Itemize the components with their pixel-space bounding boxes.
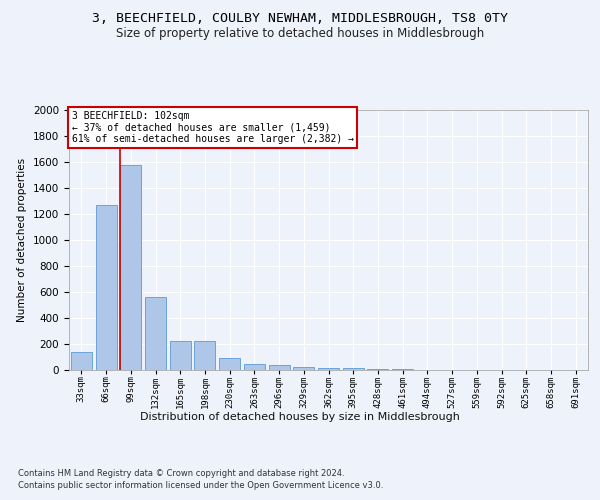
Bar: [120, 164, 141, 370]
Y-axis label: Number of detached properties: Number of detached properties: [17, 158, 28, 322]
Bar: [170, 342, 191, 370]
Bar: [343, 368, 364, 370]
Bar: [71, 352, 92, 370]
Text: 3, BEECHFIELD, COULBY NEWHAM, MIDDLESBROUGH, TS8 0TY: 3, BEECHFIELD, COULBY NEWHAM, MIDDLESBRO…: [92, 12, 508, 26]
Text: Contains HM Land Registry data © Crown copyright and database right 2024.: Contains HM Land Registry data © Crown c…: [18, 469, 344, 478]
Text: Size of property relative to detached houses in Middlesbrough: Size of property relative to detached ho…: [116, 28, 484, 40]
Bar: [367, 369, 388, 370]
Bar: [145, 296, 166, 370]
Bar: [244, 364, 265, 370]
Bar: [269, 365, 290, 370]
Bar: [219, 358, 240, 370]
Bar: [194, 342, 215, 370]
Bar: [318, 368, 339, 370]
Text: 3 BEECHFIELD: 102sqm
← 37% of detached houses are smaller (1,459)
61% of semi-de: 3 BEECHFIELD: 102sqm ← 37% of detached h…: [71, 112, 353, 144]
Text: Distribution of detached houses by size in Middlesbrough: Distribution of detached houses by size …: [140, 412, 460, 422]
Bar: [293, 367, 314, 370]
Text: Contains public sector information licensed under the Open Government Licence v3: Contains public sector information licen…: [18, 481, 383, 490]
Bar: [95, 205, 116, 370]
